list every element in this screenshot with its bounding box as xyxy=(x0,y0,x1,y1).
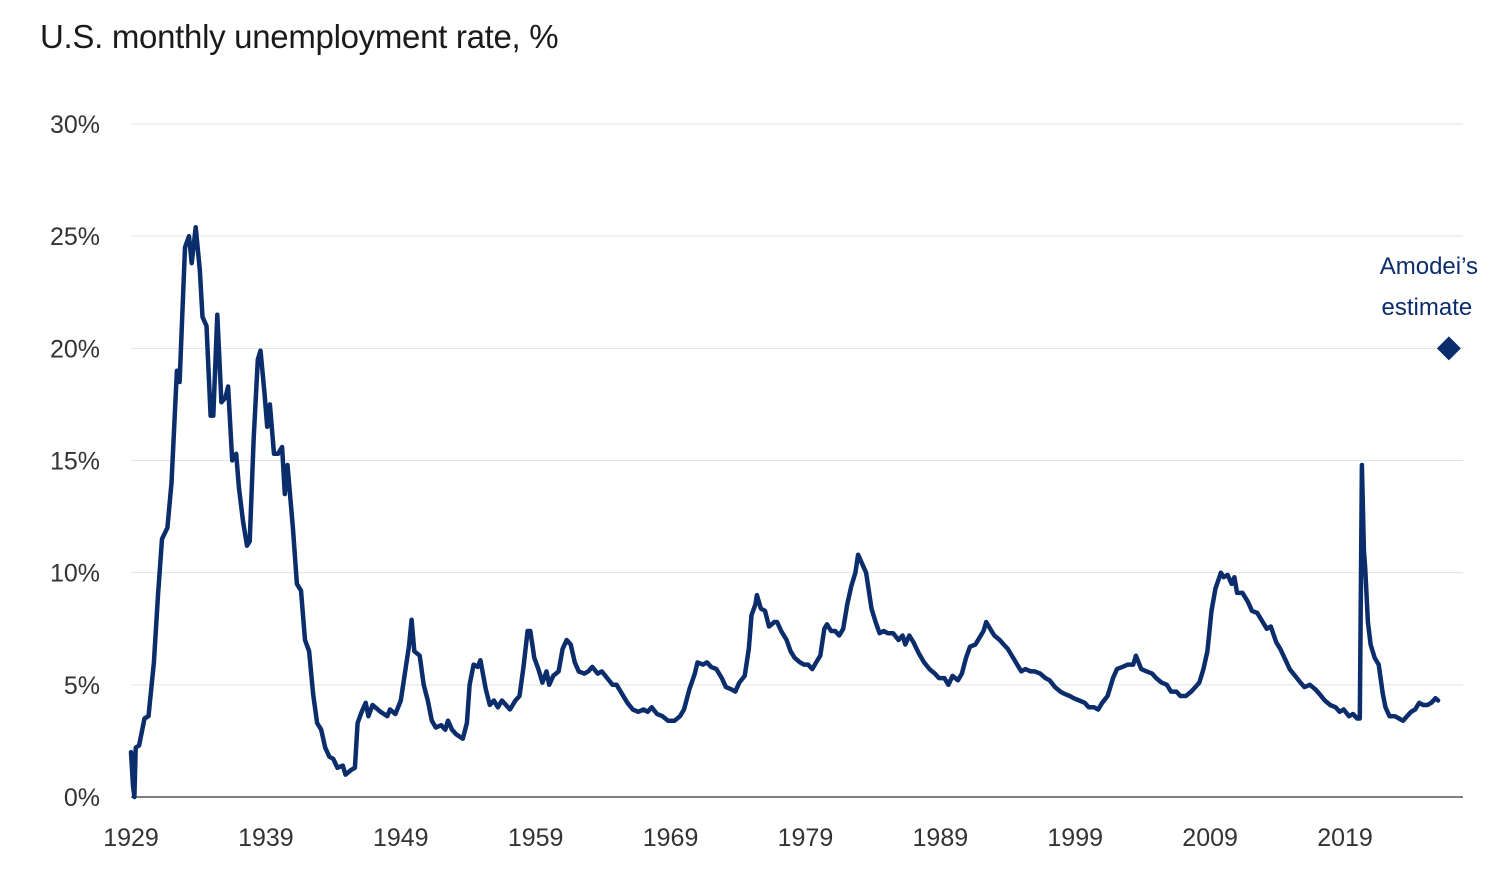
x-tick-label: 1999 xyxy=(1047,824,1103,852)
x-tick-label: 2009 xyxy=(1182,824,1238,852)
y-tick-label: 5% xyxy=(64,672,100,700)
x-tick-label: 1939 xyxy=(238,824,294,852)
y-tick-label: 15% xyxy=(50,448,100,476)
y-tick-label: 0% xyxy=(64,784,100,812)
y-tick-label: 30% xyxy=(50,111,100,139)
unemployment-series-line xyxy=(128,224,1441,800)
x-tick-label: 2019 xyxy=(1317,824,1373,852)
x-axis-ticks: 1929 1939 1949 1959 1969 1979 1989 1999 2009 2019 xyxy=(103,824,1373,852)
annotation-label-line1: Amodei’s xyxy=(1380,253,1478,280)
x-tick-label: 1959 xyxy=(508,824,564,852)
chart-title: U.S. monthly unemployment rate, % xyxy=(40,18,559,55)
x-tick-label: 1979 xyxy=(778,824,834,852)
x-tick-label: 1949 xyxy=(373,824,429,852)
x-tick-label: 1969 xyxy=(643,824,699,852)
y-tick-label: 25% xyxy=(50,223,100,251)
annotation-label-line2: estimate xyxy=(1382,294,1473,321)
gridlines xyxy=(131,123,1463,686)
x-tick-label: 1989 xyxy=(913,824,969,852)
x-tick-label: 1929 xyxy=(103,824,159,852)
y-tick-label: 20% xyxy=(50,335,100,363)
y-tick-label: 10% xyxy=(50,560,100,588)
estimate-diamond-marker xyxy=(1436,336,1461,361)
y-axis-ticks: 0% 5% 10% 15% 20% 25% 30% xyxy=(50,111,100,812)
